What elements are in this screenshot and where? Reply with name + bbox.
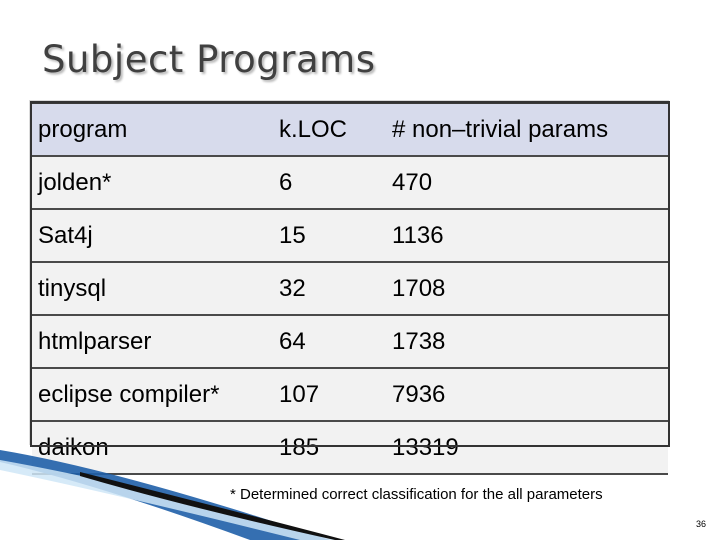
table-row: Sat4j 15 1136 <box>32 208 668 263</box>
cell-program: eclipse compiler* <box>32 367 273 422</box>
table-row: daikon 185 13319 <box>32 420 668 475</box>
slide-title: Subject Programs <box>42 38 376 81</box>
cell-program: Sat4j <box>32 208 273 263</box>
cell-kloc: 6 <box>273 155 386 210</box>
table-row: jolden* 6 470 <box>32 155 668 210</box>
swoosh-dark <box>80 472 345 540</box>
cell-kloc: 64 <box>273 314 386 369</box>
cell-kloc: 32 <box>273 261 386 316</box>
cell-params: 470 <box>386 155 668 210</box>
cell-kloc: 107 <box>273 367 386 422</box>
page-number: 36 <box>695 519 706 529</box>
table-row: eclipse compiler* 107 7936 <box>32 367 668 422</box>
cell-program: tinysql <box>32 261 273 316</box>
header-params: # non–trivial params <box>386 102 668 157</box>
subject-programs-table: program k.LOC # non–trivial params jolde… <box>32 102 668 475</box>
cell-kloc: 15 <box>273 208 386 263</box>
cell-params: 1738 <box>386 314 668 369</box>
cell-params: 13319 <box>386 420 668 475</box>
cell-program: jolden* <box>32 155 273 210</box>
cell-program: daikon <box>32 420 273 475</box>
cell-program: htmlparser <box>32 314 273 369</box>
cell-kloc: 185 <box>273 420 386 475</box>
cell-params: 7936 <box>386 367 668 422</box>
table-row: htmlparser 64 1738 <box>32 314 668 369</box>
table-row: tinysql 32 1708 <box>32 261 668 316</box>
decorative-swoosh <box>0 450 345 540</box>
table-header-row: program k.LOC # non–trivial params <box>32 102 668 157</box>
footnote: * Determined correct classification for … <box>230 486 603 503</box>
header-kloc: k.LOC <box>273 102 386 157</box>
cell-params: 1136 <box>386 208 668 263</box>
cell-params: 1708 <box>386 261 668 316</box>
header-program: program <box>32 102 273 157</box>
